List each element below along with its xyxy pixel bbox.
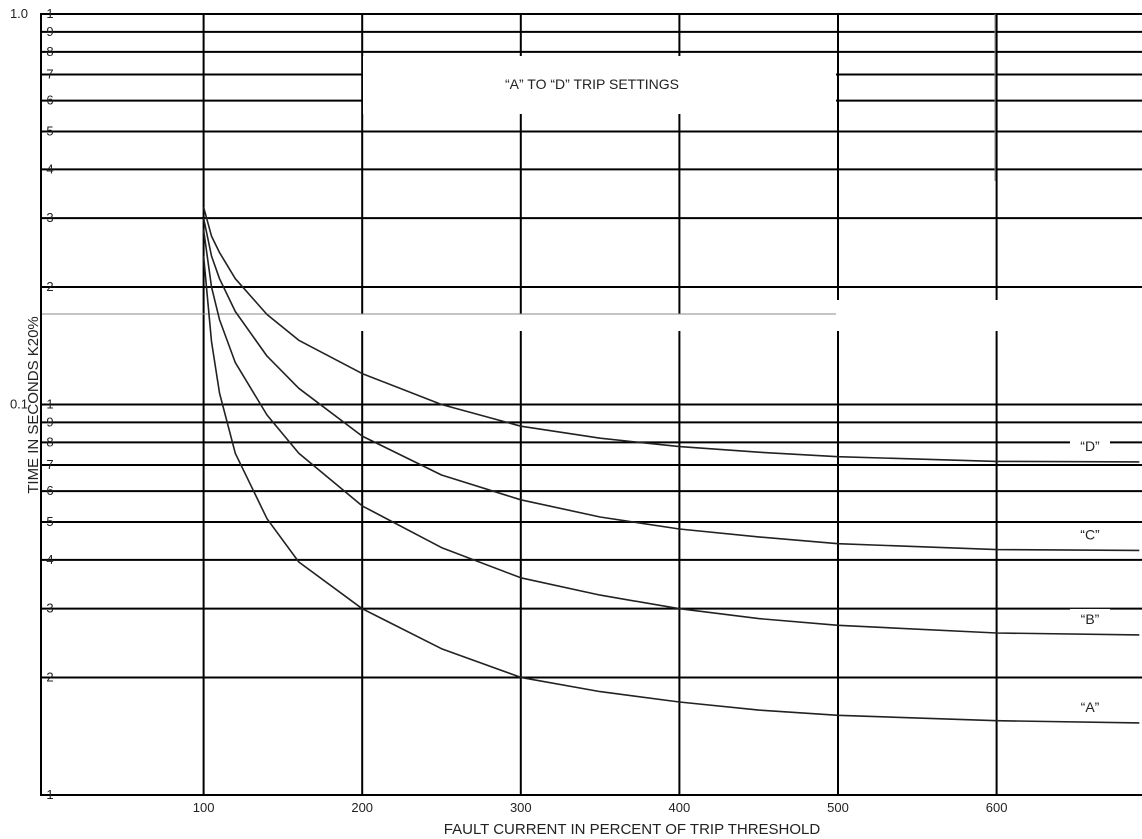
trip-curves <box>202 206 1140 724</box>
y-tick-label: 2 <box>46 279 53 294</box>
horizontal-grid <box>40 13 1142 796</box>
curve-label-backdrop <box>1070 435 1110 456</box>
y-tick-label: 6 <box>46 93 53 108</box>
y-tick-label: 5 <box>46 514 53 529</box>
y-tick-label: 6 <box>46 483 53 498</box>
y-tick-label: 1 <box>46 6 53 21</box>
trip-curve <box>202 218 1140 552</box>
y-axis-title: TIME IN SECONDS K20% <box>25 316 42 494</box>
y-decade-label: 1.0 <box>10 6 28 21</box>
y-tick-label: 7 <box>46 457 53 472</box>
y-tick-label: 1 <box>46 397 53 412</box>
grid-gap <box>836 300 1142 331</box>
x-tick-labels: 100 200 300 400 500 600 <box>193 800 1008 815</box>
x-tick-label: 600 <box>986 800 1008 815</box>
y-tick-label: 4 <box>46 552 53 567</box>
y-tick-label: 9 <box>46 414 53 429</box>
curve-labels: “A” “B” “C” “D” <box>1070 435 1110 717</box>
y-tick-label: 5 <box>46 124 53 139</box>
y-decade-label: 0.1 <box>10 397 28 412</box>
y-tick-label: 3 <box>46 210 53 225</box>
y-decade-labels: 1.0 0.1 <box>10 6 28 412</box>
curve-label-backdrop <box>1070 524 1110 545</box>
curve-label: “D” <box>1080 438 1100 454</box>
x-tick-label: 400 <box>669 800 691 815</box>
chart-title: “A” TO “D” TRIP SETTINGS <box>505 76 679 92</box>
y-tick-label: 7 <box>46 66 53 81</box>
x-tick-label: 200 <box>351 800 373 815</box>
x-tick-label: 300 <box>510 800 532 815</box>
y-tick-label: 4 <box>46 161 53 176</box>
curve-label: “B” <box>1081 611 1100 627</box>
trip-curve <box>202 229 1140 636</box>
x-axis-title: FAULT CURRENT IN PERCENT OF TRIP THRESHO… <box>444 821 821 838</box>
x-tick-label: 100 <box>193 800 215 815</box>
x-tick-label: 500 <box>827 800 849 815</box>
curve-label-backdrop <box>1070 696 1110 717</box>
y-minor-tick-labels: 1 9 8 7 6 5 4 3 2 1 9 8 7 6 5 4 3 2 1 <box>41 6 54 802</box>
grid-gap <box>208 314 836 331</box>
vertical-grid <box>202 14 998 795</box>
title-box <box>363 56 836 114</box>
y-tick-label: 9 <box>46 24 53 39</box>
y-tick-label: 1 <box>46 787 53 802</box>
y-tick-label: 8 <box>46 44 53 59</box>
y-tick-label: 2 <box>46 669 53 684</box>
y-tick-label: 8 <box>46 434 53 449</box>
y-tick-label: 3 <box>46 601 53 616</box>
trip-curve <box>202 255 1140 724</box>
curve-label-backdrop <box>1070 608 1110 629</box>
curve-label: “A” <box>1081 699 1100 715</box>
trip-curve <box>202 206 1140 463</box>
curve-label: “C” <box>1080 526 1100 542</box>
